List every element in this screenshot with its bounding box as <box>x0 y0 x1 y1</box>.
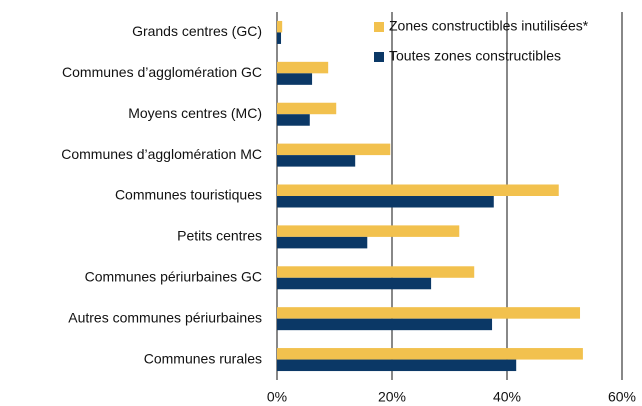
legend-swatch <box>374 52 384 62</box>
y-tick-label: Grands centres (GC) <box>132 23 262 39</box>
bar <box>277 143 391 156</box>
y-tick-label: Communes d’agglomération GC <box>62 64 262 80</box>
bar <box>277 155 356 167</box>
y-tick-label: Communes rurales <box>144 350 262 366</box>
bar <box>277 277 432 290</box>
bar <box>277 20 283 33</box>
bar <box>277 318 493 331</box>
bar <box>277 184 559 196</box>
y-tick-label: Petits centres <box>177 228 262 244</box>
y-tick-label: Communes touristiques <box>115 187 262 203</box>
legend-label: Zones constructibles inutilisées* <box>389 18 589 34</box>
bar <box>277 348 583 360</box>
x-tick-label: 0% <box>267 389 287 405</box>
y-tick-label: Autres communes périurbaines <box>68 309 262 325</box>
bar <box>277 307 581 319</box>
bar <box>277 266 475 278</box>
bar <box>277 359 517 372</box>
bar <box>277 236 368 249</box>
y-tick-label: Moyens centres (MC) <box>128 105 262 121</box>
bar <box>277 102 337 115</box>
bar <box>277 225 460 237</box>
bar <box>277 196 494 208</box>
x-tick-label: 40% <box>493 389 521 405</box>
bar <box>277 61 329 74</box>
bar <box>277 114 310 126</box>
y-tick-label: Communes d’agglomération MC <box>61 146 262 162</box>
bar <box>277 32 282 44</box>
x-tick-label: 60% <box>608 389 636 405</box>
x-tick-label: 20% <box>378 389 406 405</box>
legend-swatch <box>374 22 384 32</box>
legend-label: Toutes zones constructibles <box>389 48 561 64</box>
y-tick-label: Communes périurbaines GC <box>85 268 262 284</box>
bar <box>277 73 313 85</box>
